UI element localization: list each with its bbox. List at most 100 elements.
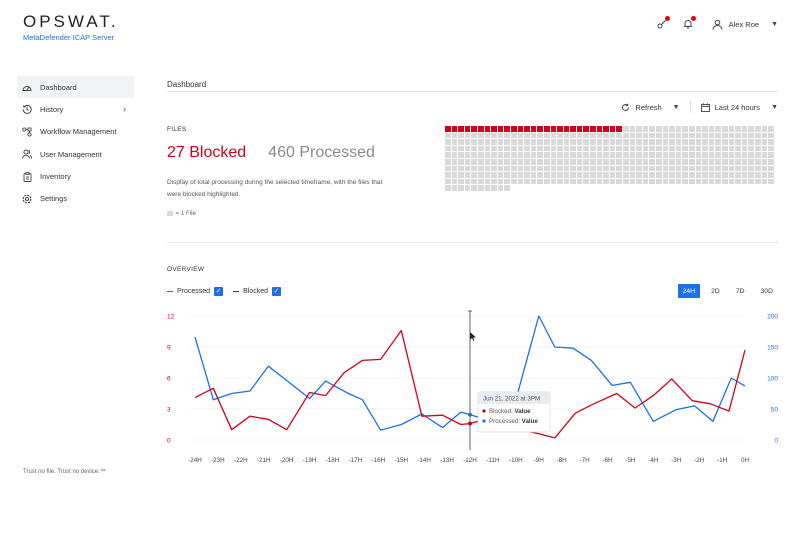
processed-file-cell <box>517 178 524 185</box>
key-icon[interactable] <box>656 16 670 30</box>
processed-hover-dot <box>468 412 472 417</box>
processed-file-cell <box>445 139 451 145</box>
processed-file-cell <box>721 165 728 172</box>
processed-file-cell <box>702 126 708 132</box>
blocked-checkbox[interactable]: ✓ <box>271 287 281 296</box>
processed-file-cell <box>715 152 721 158</box>
processed-file-cell <box>471 139 477 145</box>
legend-processed[interactable]: Processed ✓ <box>167 287 224 296</box>
timeframe-select[interactable]: Last 24 hours ▼ <box>700 103 778 112</box>
processed-file-cell <box>491 158 497 165</box>
processed-file-cell <box>702 178 708 185</box>
processed-file-cell <box>629 132 636 139</box>
file-square-icon <box>167 210 173 217</box>
processed-file-cell <box>576 178 583 185</box>
processed-file-cell <box>735 158 741 165</box>
sidebar-item-history[interactable]: History › <box>17 98 134 120</box>
sidebar-item-label: History <box>40 104 64 114</box>
sidebar-item-settings[interactable]: Settings <box>17 188 134 210</box>
processed-file-cell <box>517 132 524 139</box>
product-name: MetaDefender ICAP Server <box>23 33 115 42</box>
processed-file-cell <box>741 152 748 158</box>
processed-file-cell <box>616 152 623 158</box>
gear-icon <box>22 194 32 204</box>
processed-file-cell <box>576 152 583 158</box>
user-menu[interactable]: Alex Roe ▼ <box>712 19 778 30</box>
refresh-button[interactable]: Refresh ▼ <box>621 103 680 112</box>
processed-file-cell <box>715 178 721 185</box>
range-24h-button[interactable]: 24H <box>677 284 701 298</box>
processed-file-cell <box>550 178 557 185</box>
blocked-file-cell <box>451 126 458 132</box>
processed-checkbox[interactable]: ✓ <box>214 287 224 296</box>
processed-file-cell <box>649 132 655 139</box>
processed-file-cell <box>609 145 616 152</box>
processed-file-cell <box>510 165 517 172</box>
blocked-file-cell <box>616 126 623 132</box>
bell-icon[interactable] <box>682 16 696 30</box>
range-2d-button[interactable]: 2D <box>706 284 725 298</box>
processed-file-cell <box>741 158 748 165</box>
processed-file-cell <box>510 178 517 185</box>
sidebar-item-user-management[interactable]: User Management <box>17 143 134 165</box>
processed-file-cell <box>524 152 530 158</box>
processed-file-cell <box>761 165 768 172</box>
section-divider <box>167 242 778 243</box>
x-tick: -19H <box>303 457 317 464</box>
processed-file-cell <box>623 139 629 145</box>
processed-file-cell <box>451 165 458 172</box>
processed-file-cell <box>445 132 451 139</box>
range-30d-button[interactable]: 30D <box>755 284 778 298</box>
processed-file-cell <box>530 132 537 139</box>
processed-file-cell <box>616 145 623 152</box>
processed-file-cell <box>596 158 603 165</box>
processed-file-cell <box>761 178 768 185</box>
processed-file-cell <box>735 152 741 158</box>
processed-file-cell <box>458 145 464 152</box>
processed-file-cell <box>715 132 721 139</box>
user-icon <box>712 19 723 30</box>
mouse-pointer-icon <box>470 332 476 341</box>
processed-file-cell <box>458 139 464 145</box>
processed-file-cell <box>649 152 655 158</box>
processed-file-cell <box>510 172 517 178</box>
sidebar-item-dashboard[interactable]: Dashboard <box>17 76 134 98</box>
overview-line-chart[interactable]: 0 0 3 50 6 100 9 150 12 200 -24H -23H -22H -21H -20H -1… <box>167 308 778 540</box>
processed-file-cell <box>596 172 603 178</box>
processed-file-cell <box>721 139 728 145</box>
processed-file-cell <box>656 158 662 165</box>
processed-file-cell <box>451 132 458 139</box>
processed-file-cell <box>557 152 563 158</box>
legend-blocked[interactable]: Blocked ✓ <box>233 287 281 296</box>
processed-file-cell <box>477 158 484 165</box>
processed-file-cell <box>563 165 570 172</box>
sidebar-item-inventory[interactable]: Inventory <box>17 166 134 188</box>
processed-file-cell <box>656 172 662 178</box>
processed-file-cell <box>682 132 688 139</box>
processed-file-cell <box>642 132 649 139</box>
blocked-file-cell <box>445 126 451 132</box>
gauge-icon <box>22 82 32 92</box>
processed-file-cell <box>682 172 688 178</box>
blocked-file-cell <box>543 126 550 132</box>
processed-file-cell <box>768 145 774 152</box>
processed-file-cell <box>649 178 655 185</box>
range-7d-button[interactable]: 7D <box>730 284 750 298</box>
sidebar-item-workflow-management[interactable]: Workflow Management <box>17 121 134 143</box>
processed-file-cell <box>695 126 702 132</box>
logo[interactable]: OPSWAT. MetaDefender ICAP Server <box>23 12 119 42</box>
processed-file-cell <box>524 145 530 152</box>
processed-file-cell <box>524 139 530 145</box>
processed-file-cell <box>768 126 774 132</box>
processed-file-cell <box>471 178 477 185</box>
processed-file-cell <box>768 132 774 139</box>
x-tick: -8H <box>557 457 568 464</box>
processed-file-cell <box>761 152 768 158</box>
x-tick: -9H <box>534 457 545 464</box>
blocked-file-cell <box>517 126 524 132</box>
processed-file-cell <box>728 152 735 158</box>
processed-file-cell <box>583 145 590 152</box>
processed-file-cell <box>464 145 471 152</box>
processed-file-cell <box>477 172 484 178</box>
clipboard-icon <box>22 171 32 182</box>
